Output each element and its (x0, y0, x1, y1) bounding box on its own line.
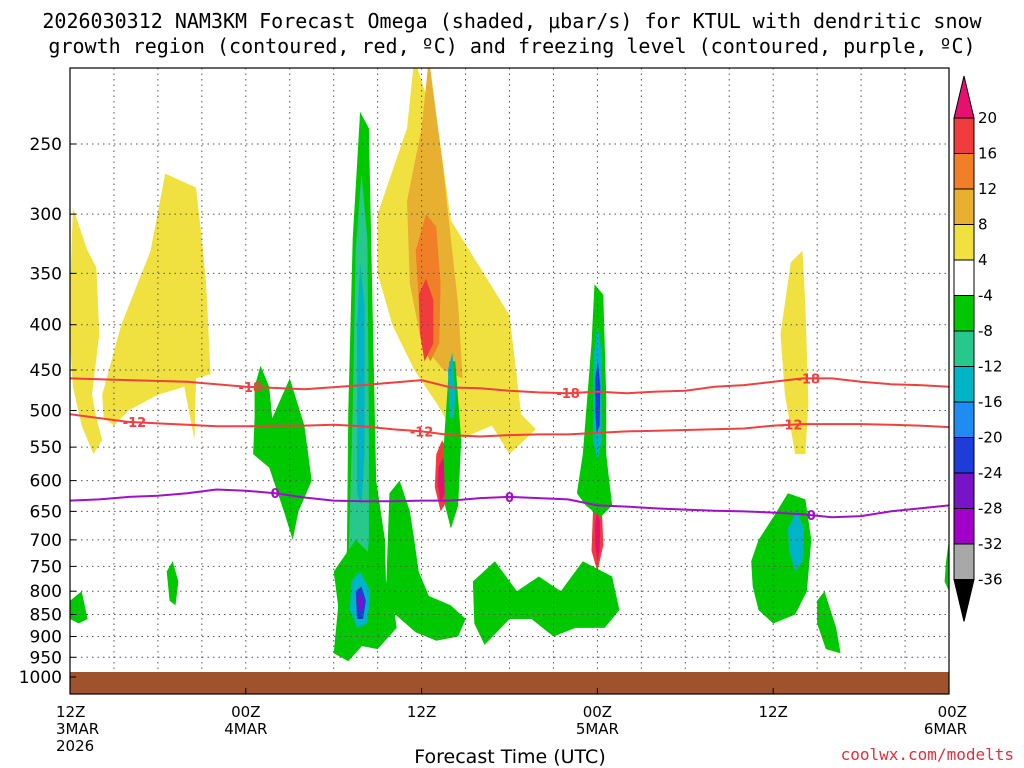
colorbar-label: -4 (978, 287, 993, 305)
x-tick-label: 12Z (56, 703, 85, 721)
colorbar-swatch (953, 366, 975, 403)
y-tick-label-250: 250 (30, 135, 62, 155)
omega-positive-west (70, 207, 103, 455)
y-tick-label-300: 300 (30, 205, 62, 225)
colorbar-bottom-arrow (953, 579, 975, 622)
x-tick-label: 00Z (583, 703, 612, 721)
colorbar-swatch (953, 508, 975, 545)
y-tick-label-700: 700 (30, 531, 62, 551)
omega-negative-east-2 (787, 511, 804, 572)
colorbar-swatch (953, 330, 975, 367)
y-tick-label-650: 650 (30, 502, 62, 522)
colorbar-swatch (953, 295, 975, 332)
x-tick-label: 2026 (56, 737, 94, 755)
x-tick-label: 12Z (759, 703, 788, 721)
omega-positive-west-2 (102, 173, 211, 441)
colorbar-label: -20 (978, 429, 1003, 447)
omega-negative-5mar-3 (595, 361, 601, 433)
colorbar-swatch (953, 401, 975, 438)
colorbar-swatch (953, 543, 975, 580)
y-tick-label-750: 750 (30, 557, 62, 577)
x-tick-label: 5MAR (576, 720, 619, 738)
colorbar-label: -16 (978, 393, 1003, 411)
x-axis-label: Forecast Time (UTC) (414, 746, 605, 768)
omega-negative-column-3 (357, 262, 365, 506)
colorbar-label: 12 (978, 180, 997, 198)
plot-border (69, 67, 950, 695)
x-tick-label: 4MAR (224, 720, 267, 738)
dendritic-minus12-label: -12 (779, 419, 803, 434)
colorbar-label: -28 (978, 500, 1003, 518)
colorbar-label: -36 (978, 571, 1003, 589)
y-tick-label-450: 450 (30, 361, 62, 381)
dendritic-minus18-label: -18 (797, 372, 821, 387)
y-tick-label-600: 600 (30, 472, 62, 492)
chart-title-line-2: growth region (contoured, red, ºC) and f… (48, 34, 975, 58)
colorbar-label: 8 (978, 216, 988, 234)
freezing-level-0-line (70, 488, 949, 519)
omega-negative-center-3 (448, 352, 456, 419)
colorbar-swatch (953, 437, 975, 474)
colorbar-label: -32 (978, 535, 1003, 553)
dendritic-minus18-label: -18 (238, 381, 262, 396)
y-tick-label-900: 900 (30, 627, 62, 647)
omega-positive-east (780, 250, 809, 455)
omega-negative-small-3 (944, 539, 949, 592)
colorbar: 20 16 12 8 4 -4 -8 -12 -16 -20 -24 -28 -32 -36 (953, 75, 1003, 622)
colorbar-swatch (953, 117, 975, 154)
omega-negative-center-2 (443, 361, 462, 529)
x-tick-label: 00Z (938, 703, 967, 721)
colorbar-label: -24 (978, 464, 1003, 482)
omega-negative-small-2 (70, 591, 88, 624)
omega-positive-center-4 (418, 278, 434, 362)
dendritic-minus12-line (70, 413, 949, 438)
y-axis-ticks: 2503003504004505005506006507007508008509… (19, 135, 76, 688)
dendritic-minus18-label: -18 (556, 387, 580, 402)
freezing-level-0-label: 0 (505, 491, 514, 506)
chart-title-line-1: 2026030312 NAM3KM Forecast Omega (shaded… (42, 9, 982, 33)
omega-negative-center (386, 480, 466, 641)
colorbar-swatch (953, 224, 975, 261)
colorbar-swatch (953, 188, 975, 225)
y-tick-label-950: 950 (30, 648, 62, 668)
x-tick-label: 12Z (407, 703, 436, 721)
y-tick-label-800: 800 (30, 582, 62, 602)
plot-area: -18 -18 -18 -12 -12 -12 0 0 0 (69, 67, 950, 695)
dendritic-minus18-line (70, 377, 949, 395)
ground-surface (70, 672, 949, 694)
freezing-level-0-label: 0 (271, 487, 280, 502)
freezing-level-0-label: 0 (807, 509, 816, 524)
colorbar-swatch (953, 472, 975, 509)
y-tick-label-850: 850 (30, 606, 62, 626)
colorbar-label: -8 (978, 322, 993, 340)
colorbar-swatch (953, 153, 975, 190)
colorbar-label: 20 (978, 109, 997, 127)
dendritic-minus12-label: -12 (123, 416, 147, 431)
omega-negative-lower-4 (357, 593, 364, 613)
y-tick-label-350: 350 (30, 264, 62, 284)
gridlines (70, 68, 949, 694)
credit-text: coolwx.com/modelts (841, 745, 1014, 764)
y-tick-label-400: 400 (30, 316, 62, 336)
colorbar-top-arrow (953, 75, 975, 119)
dendritic-minus12-label: -12 (410, 425, 434, 440)
omega-negative-small-1 (166, 561, 179, 606)
y-tick-label-550: 550 (30, 438, 62, 458)
colorbar-label: -12 (978, 358, 1003, 376)
colorbar-label: 4 (978, 251, 988, 269)
x-tick-label: 6MAR (924, 720, 967, 738)
omega-negative-small-4 (817, 591, 841, 654)
contours: -18 -18 -18 -12 -12 -12 0 0 0 (70, 372, 949, 524)
colorbar-label: 16 (978, 145, 997, 163)
y-tick-label-1000: 1000 (19, 668, 62, 688)
y-tick-label-500: 500 (30, 402, 62, 422)
omega-shading (70, 68, 949, 662)
x-tick-label: 00Z (231, 703, 260, 721)
colorbar-swatch (953, 259, 975, 296)
x-tick-label: 3MAR (56, 720, 99, 738)
omega-negative-lowcenter (472, 561, 620, 645)
